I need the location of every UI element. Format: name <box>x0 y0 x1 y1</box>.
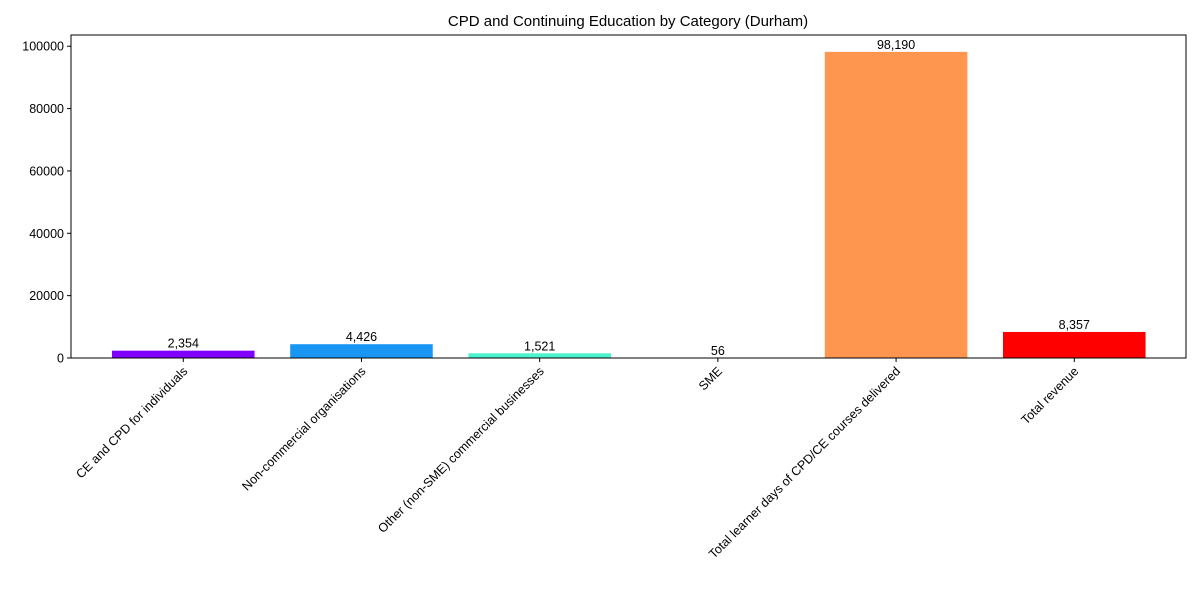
y-tick-label-6: 100000 <box>22 40 64 54</box>
y-tick-label-3: 40000 <box>29 227 64 241</box>
x-tick-label-1: CE and CPD for individuals <box>73 364 190 481</box>
value-labels-layer: 2,354 4,426 1,521 56 98,190 8,357 <box>168 38 1090 358</box>
y-axis: 0 20000 40000 60000 80000 100000 <box>22 40 71 366</box>
x-tick-label-5: Total learner days of CPD/CE courses del… <box>706 364 903 561</box>
value-label-4: 56 <box>711 344 725 358</box>
value-label-3: 1,521 <box>524 339 555 353</box>
y-tick-label-4: 60000 <box>29 164 64 178</box>
y-tick-label-2: 20000 <box>29 289 64 303</box>
bar-1 <box>111 350 255 358</box>
value-label-6: 8,357 <box>1059 318 1090 332</box>
y-tick-label-5: 80000 <box>29 102 64 116</box>
value-label-2: 4,426 <box>346 330 377 344</box>
x-tick-label-3: Other (non-SME) commercial businesses <box>375 364 547 536</box>
chart-title: CPD and Continuing Education by Category… <box>448 13 808 30</box>
x-tick-label-4: SME <box>696 364 725 393</box>
bar-6 <box>1002 331 1146 358</box>
value-label-5: 98,190 <box>877 38 915 52</box>
bars-layer <box>111 51 1146 358</box>
x-axis: CE and CPD for individuals Non-commercial… <box>73 358 1081 561</box>
x-tick-label-2: Non-commercial organisations <box>239 364 368 493</box>
x-tick-label-6: Total revenue <box>1018 364 1081 427</box>
value-label-1: 2,354 <box>168 337 199 351</box>
y-tick-label-1: 0 <box>57 352 64 366</box>
bar-3 <box>468 353 611 358</box>
bar-2 <box>290 344 433 358</box>
bar-5 <box>824 51 968 358</box>
plot-frame <box>70 34 1187 359</box>
